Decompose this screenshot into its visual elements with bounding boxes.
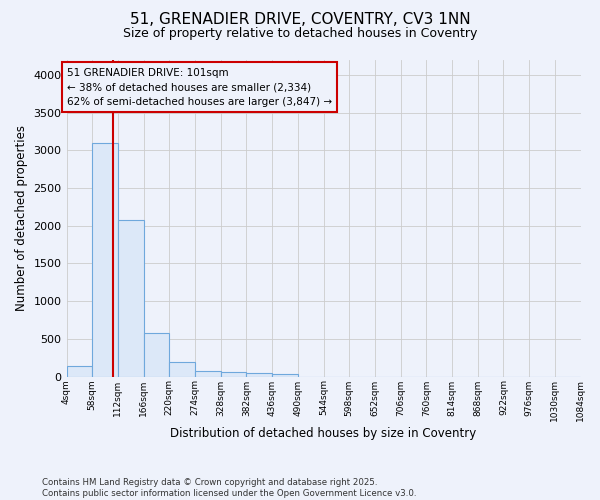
Bar — [247, 373, 272, 376]
Text: 51, GRENADIER DRIVE, COVENTRY, CV3 1NN: 51, GRENADIER DRIVE, COVENTRY, CV3 1NN — [130, 12, 470, 28]
Bar — [195, 371, 221, 376]
Bar — [272, 374, 298, 376]
Text: Contains HM Land Registry data © Crown copyright and database right 2025.
Contai: Contains HM Land Registry data © Crown c… — [42, 478, 416, 498]
Bar — [169, 362, 195, 376]
Bar — [118, 220, 143, 376]
Text: Size of property relative to detached houses in Coventry: Size of property relative to detached ho… — [123, 28, 477, 40]
Bar — [92, 143, 118, 376]
Bar — [67, 366, 92, 376]
Bar — [221, 372, 247, 376]
Text: 51 GRENADIER DRIVE: 101sqm
← 38% of detached houses are smaller (2,334)
62% of s: 51 GRENADIER DRIVE: 101sqm ← 38% of deta… — [67, 68, 332, 107]
Bar — [143, 333, 169, 376]
X-axis label: Distribution of detached houses by size in Coventry: Distribution of detached houses by size … — [170, 427, 476, 440]
Y-axis label: Number of detached properties: Number of detached properties — [15, 126, 28, 312]
